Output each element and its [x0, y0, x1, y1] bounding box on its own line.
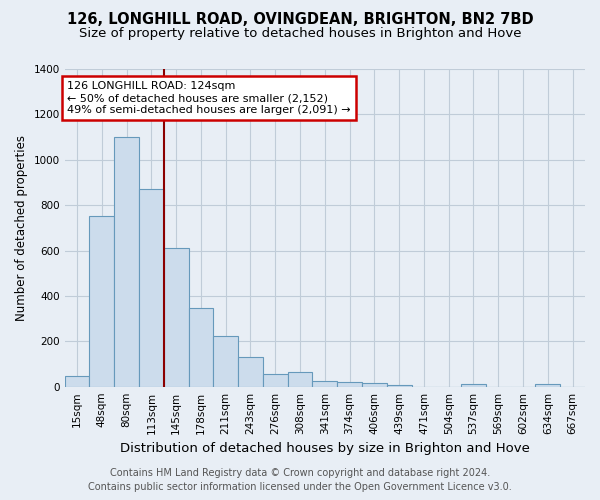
Bar [114, 137, 139, 386]
Y-axis label: Number of detached properties: Number of detached properties [15, 135, 28, 321]
Bar [238, 357, 263, 386]
Bar [164, 248, 188, 386]
Bar [337, 382, 362, 386]
Bar [65, 376, 89, 386]
Text: 126, LONGHILL ROAD, OVINGDEAN, BRIGHTON, BN2 7BD: 126, LONGHILL ROAD, OVINGDEAN, BRIGHTON,… [67, 12, 533, 28]
Bar [387, 385, 412, 386]
Bar [214, 336, 238, 386]
Text: 126 LONGHILL ROAD: 124sqm
← 50% of detached houses are smaller (2,152)
49% of se: 126 LONGHILL ROAD: 124sqm ← 50% of detac… [67, 82, 351, 114]
Bar [263, 374, 287, 386]
Bar [188, 308, 214, 386]
X-axis label: Distribution of detached houses by size in Brighton and Hove: Distribution of detached houses by size … [120, 442, 530, 455]
Bar [313, 381, 337, 386]
Bar [461, 384, 486, 386]
Text: Contains HM Land Registry data © Crown copyright and database right 2024.
Contai: Contains HM Land Registry data © Crown c… [88, 468, 512, 492]
Bar [535, 384, 560, 386]
Bar [139, 190, 164, 386]
Bar [362, 384, 387, 386]
Bar [287, 372, 313, 386]
Bar [89, 216, 114, 386]
Text: Size of property relative to detached houses in Brighton and Hove: Size of property relative to detached ho… [79, 28, 521, 40]
